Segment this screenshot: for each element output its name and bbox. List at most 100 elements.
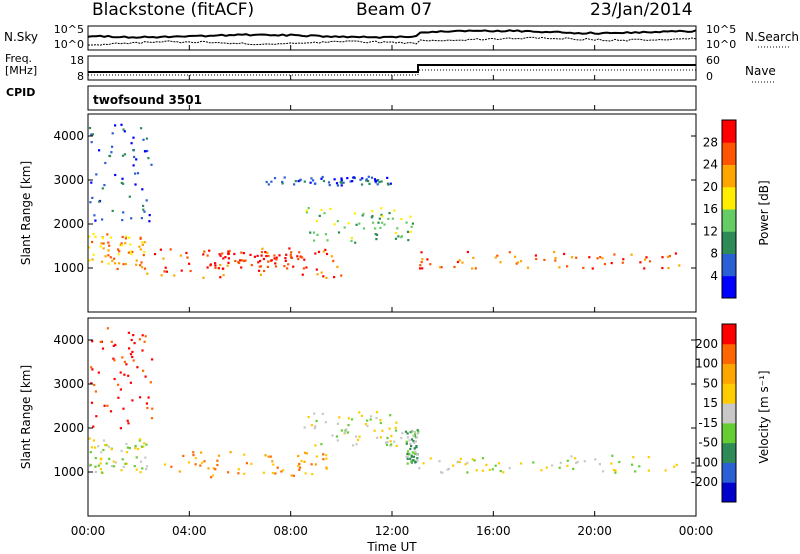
y-tick-label: 3000 — [53, 173, 84, 187]
heatmap-cell — [126, 446, 129, 449]
heatmap-cell — [138, 439, 141, 442]
heatmap-cell — [362, 212, 365, 215]
heatmap-cell — [594, 458, 597, 461]
heatmap-cell — [515, 262, 518, 265]
heatmap-cell — [221, 267, 224, 270]
heatmap-cell — [114, 461, 117, 464]
heatmap-cell — [150, 163, 153, 166]
heatmap-cell — [210, 476, 213, 479]
heatmap-cell — [429, 263, 432, 266]
heatmap-cell — [389, 182, 392, 185]
heatmap-cell — [135, 158, 138, 161]
heatmap-cell — [466, 250, 469, 254]
heatmap-cell — [471, 267, 474, 270]
heatmap-cell — [574, 457, 577, 460]
heatmap-cell — [259, 259, 262, 263]
heatmap-cell — [227, 257, 230, 260]
heatmap-cell — [123, 360, 126, 363]
heatmap-cell — [441, 471, 444, 474]
heatmap-cell — [218, 253, 221, 256]
heatmap-cell — [285, 253, 288, 256]
heatmap-cell — [320, 208, 323, 212]
heatmap-cell — [409, 215, 412, 218]
heatmap-cell — [214, 468, 217, 471]
heatmap-cell — [389, 414, 392, 417]
heatmap-cell — [520, 462, 523, 465]
heatmap-cell — [132, 359, 135, 362]
station-title: Blackstone (fitACF) — [92, 0, 255, 20]
nave-label: Nave — [745, 64, 776, 78]
heatmap-cell — [673, 465, 676, 468]
heatmap-cell — [410, 460, 413, 463]
heatmap-cell — [101, 237, 105, 240]
heatmap-cell — [309, 231, 312, 234]
heatmap-cell — [439, 471, 443, 474]
y-tick-label: 1000 — [53, 261, 84, 275]
heatmap-cell — [316, 273, 319, 276]
heatmap-cell — [406, 230, 410, 233]
heatmap-cell — [322, 458, 325, 461]
heatmap-cell — [142, 369, 145, 372]
heatmap-cell — [362, 227, 366, 230]
colorbar-tick-label: 50 — [703, 376, 718, 390]
heatmap-cell — [121, 235, 124, 239]
heatmap-cell — [566, 265, 569, 268]
heatmap-cell — [142, 208, 145, 211]
heatmap-cell — [263, 269, 266, 273]
heatmap-cell — [281, 182, 284, 185]
date-title: 23/Jan/2014 — [590, 0, 693, 20]
heatmap-cell — [141, 188, 144, 191]
heatmap-cell — [142, 204, 145, 207]
heatmap-cell — [258, 269, 261, 272]
heatmap-cell — [145, 402, 148, 405]
heatmap-cell — [262, 257, 265, 261]
y-tick-label: 4000 — [53, 129, 84, 143]
heatmap-cell — [601, 470, 605, 473]
heatmap-cell — [415, 453, 419, 456]
heatmap-cell — [119, 388, 122, 391]
heatmap-cell — [142, 445, 145, 448]
heatmap-cell — [554, 259, 557, 262]
heatmap-cell — [315, 455, 319, 458]
heatmap-cell — [163, 270, 166, 273]
heatmap-cell — [199, 464, 202, 467]
heatmap-cell — [130, 142, 133, 145]
heatmap-cell — [240, 266, 243, 269]
heatmap-cell — [89, 201, 92, 204]
heatmap-cell — [612, 469, 615, 472]
heatmap-cell — [146, 406, 149, 410]
heatmap-cell — [129, 353, 133, 356]
heatmap-cell — [558, 266, 561, 269]
heatmap-cell — [159, 248, 162, 251]
y-tick-label: 1000 — [53, 465, 84, 479]
heatmap-cell — [346, 177, 349, 180]
heatmap-cell — [309, 181, 312, 184]
y-tick-label: 2000 — [53, 421, 84, 435]
colorbar-segment — [722, 442, 736, 463]
heatmap-cell — [378, 181, 381, 184]
heatmap-cell — [508, 251, 511, 254]
heatmap-cell — [357, 438, 360, 441]
heatmap-cell — [290, 474, 293, 477]
heatmap-cell — [111, 132, 114, 135]
heatmap-cell — [122, 465, 125, 468]
heatmap-cell — [142, 254, 145, 257]
heatmap-cell — [378, 217, 381, 220]
heatmap-cell — [132, 334, 135, 337]
heatmap-cell — [114, 173, 117, 177]
colorbar-segment — [722, 343, 736, 365]
heatmap-cell — [92, 439, 95, 442]
heatmap-cell — [100, 242, 103, 245]
heatmap-cell — [107, 254, 110, 257]
heatmap-cell — [94, 235, 97, 238]
heatmap-cell — [566, 464, 569, 467]
colorbar-tick-label: 100 — [695, 357, 718, 371]
x-tick-label: 20:00 — [577, 524, 612, 538]
x-tick-label: 00:00 — [679, 524, 714, 538]
heatmap-cell — [340, 274, 343, 277]
heatmap-cell — [135, 456, 138, 459]
heatmap-cell — [106, 327, 109, 330]
heatmap-cell — [97, 445, 100, 448]
heatmap-cell — [118, 262, 121, 265]
heatmap-cell — [128, 347, 131, 350]
